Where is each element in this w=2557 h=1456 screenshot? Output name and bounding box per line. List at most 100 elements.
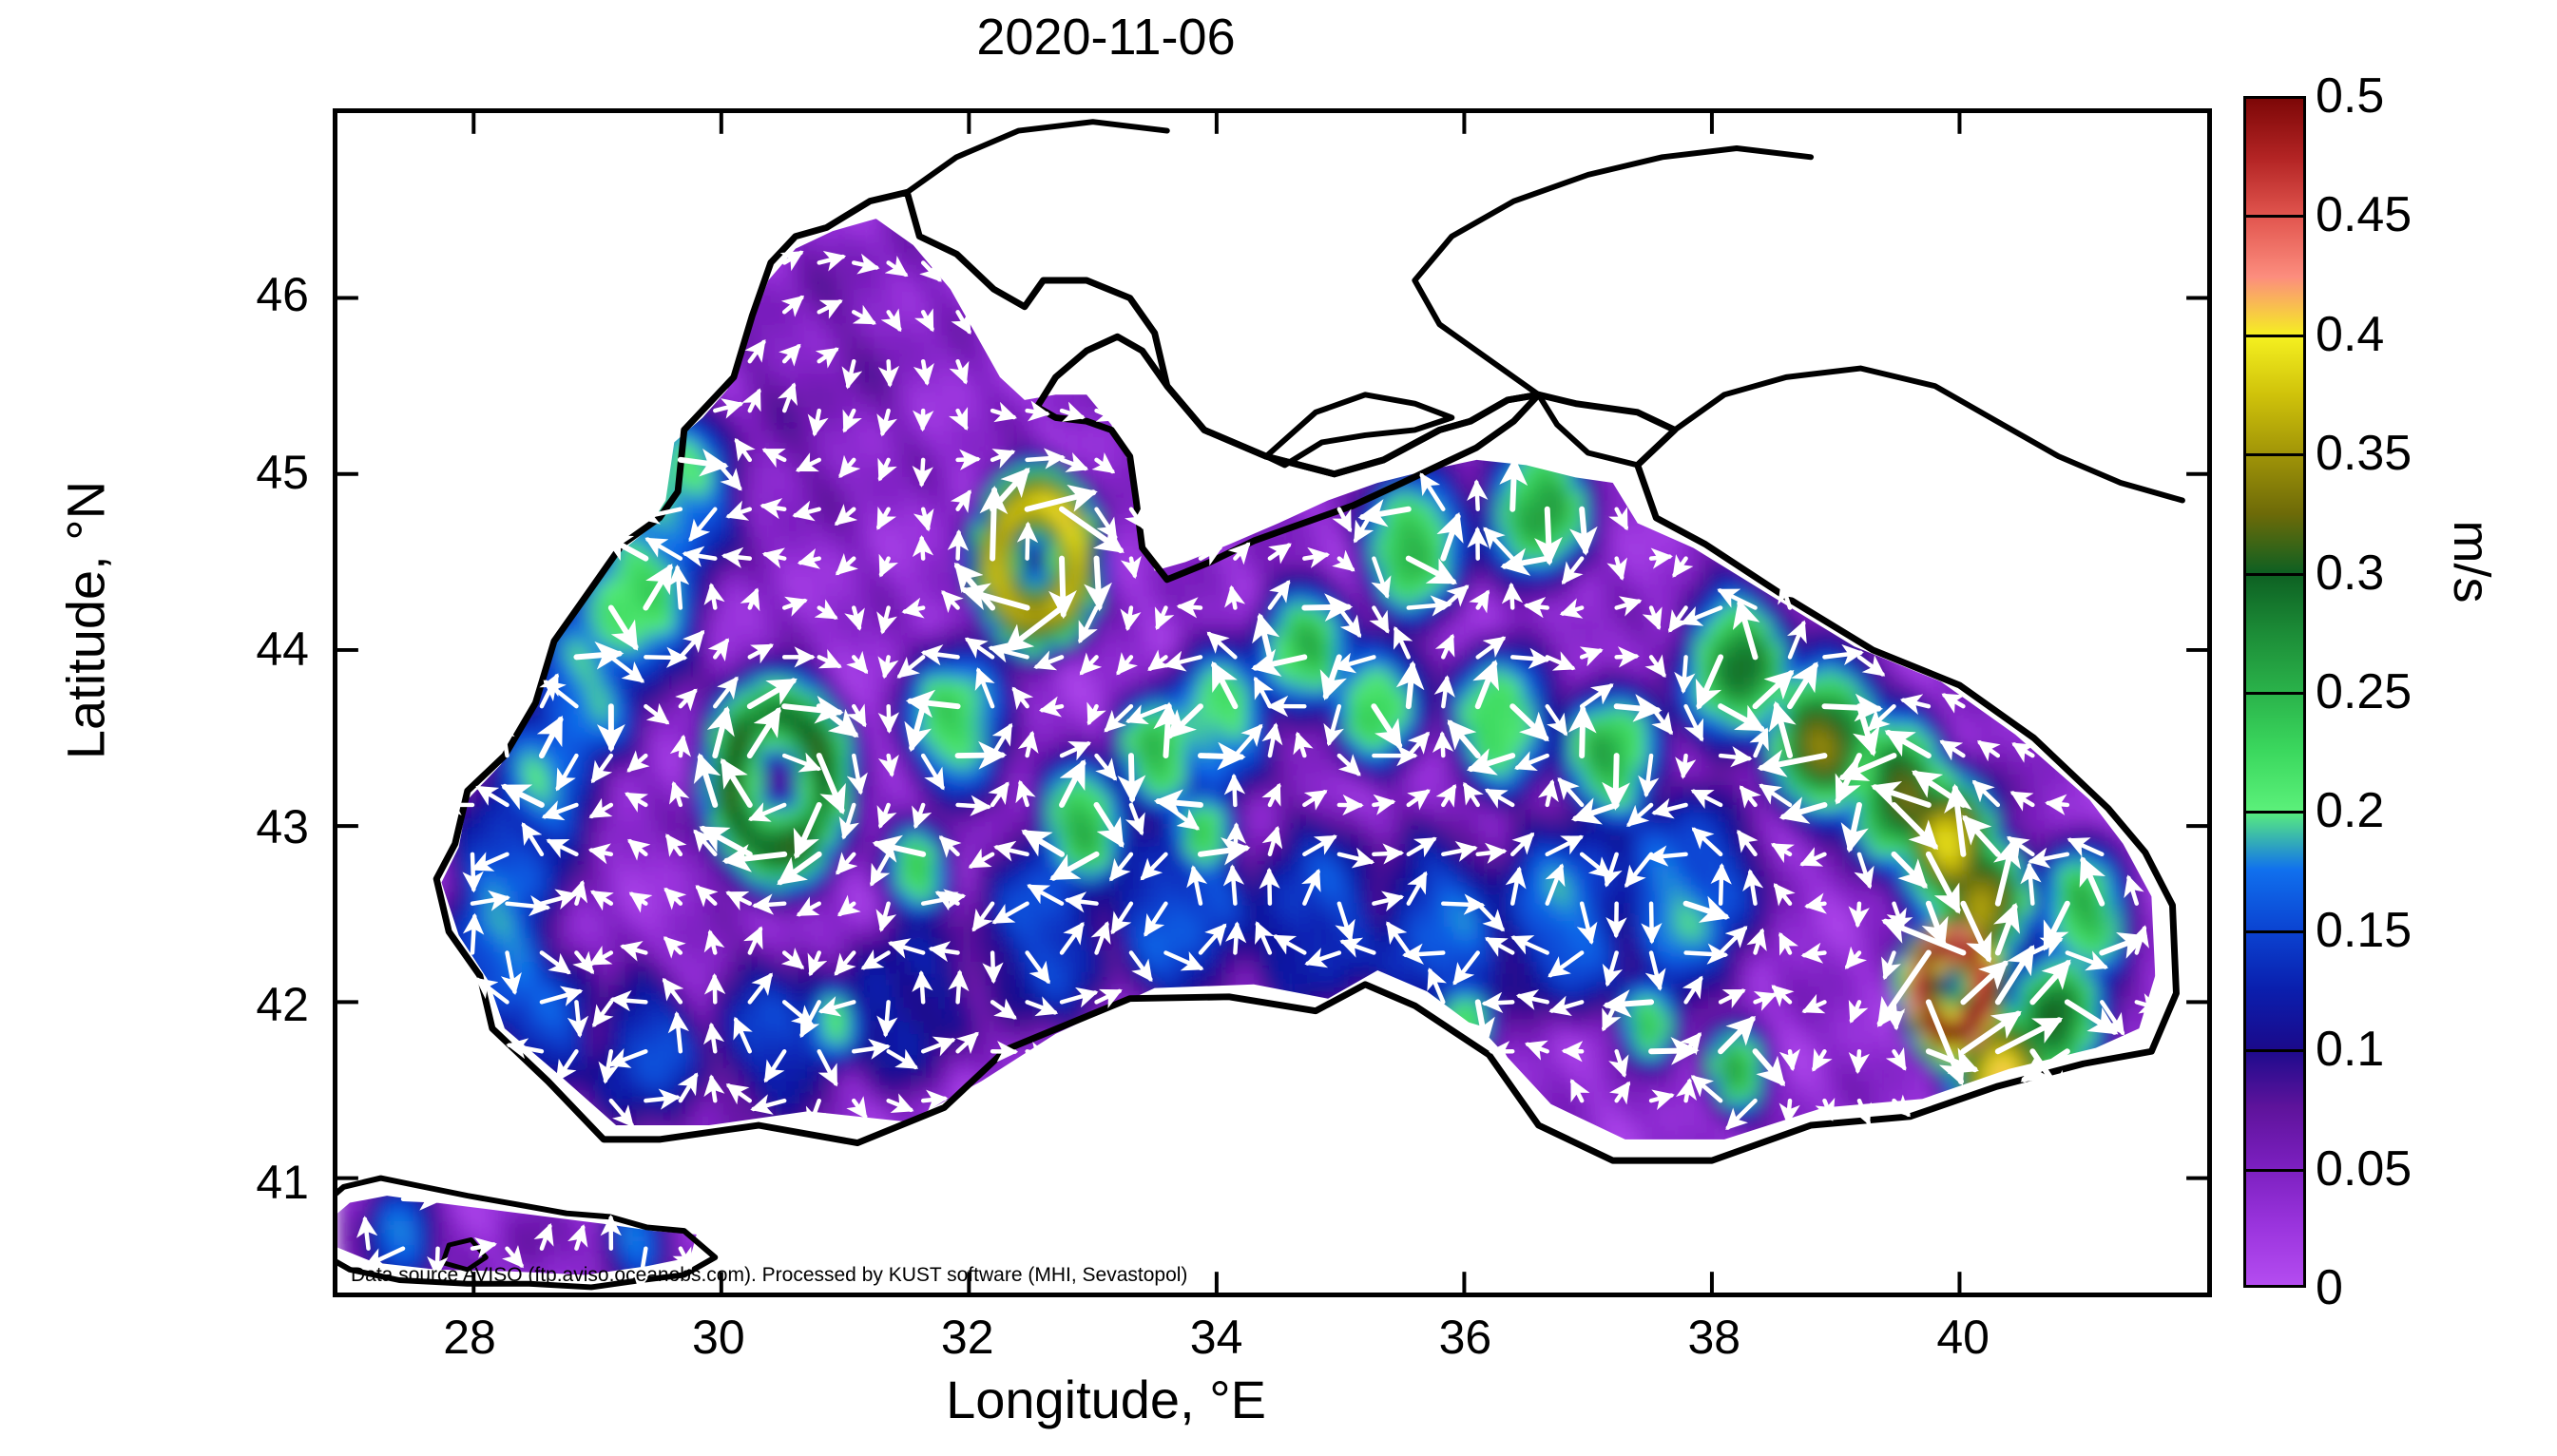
current-vector-arrow bbox=[1718, 988, 1746, 1009]
current-vector-arrow bbox=[960, 583, 1030, 611]
current-vector-arrow bbox=[592, 1000, 614, 1028]
current-vector-arrow bbox=[1854, 852, 1874, 890]
coastline-path bbox=[1671, 365, 2185, 504]
current-vector-arrow bbox=[1372, 891, 1405, 912]
current-vector-arrow bbox=[1059, 758, 1086, 808]
current-vector-arrow bbox=[990, 467, 1030, 512]
current-vector-arrow bbox=[555, 1049, 579, 1082]
current-vector-arrow bbox=[751, 893, 787, 915]
current-vector-arrow bbox=[913, 358, 934, 386]
speed-contour-field bbox=[337, 219, 2156, 1275]
current-vector-arrow bbox=[1024, 484, 1098, 512]
current-vector-arrow bbox=[1939, 739, 1966, 761]
current-vector-arrow bbox=[1224, 921, 1247, 955]
current-vector-arrow bbox=[1626, 802, 1654, 828]
current-vector-arrow bbox=[546, 838, 579, 859]
current-vector-arrow bbox=[703, 583, 725, 610]
data-source-credit: Data source AVISO (ftp.aviso.oceanobs.co… bbox=[351, 1264, 1188, 1286]
current-vector-arrow bbox=[667, 1011, 689, 1054]
current-vector-arrow bbox=[734, 437, 756, 463]
current-vector-arrow bbox=[948, 407, 969, 431]
current-vector-arrow bbox=[759, 498, 787, 520]
current-vector-arrow bbox=[886, 1048, 919, 1070]
current-vector-arrow bbox=[1821, 693, 1884, 722]
current-vector-arrow bbox=[2029, 959, 2071, 1006]
map-axes: Data source AVISO (ftp.aviso.oceanobs.co… bbox=[333, 108, 2212, 1297]
current-vector-arrow bbox=[780, 947, 805, 969]
current-vector-arrow bbox=[721, 844, 788, 872]
current-vector-arrow bbox=[817, 648, 842, 669]
current-vector-arrow bbox=[1752, 669, 1795, 710]
current-vector-arrow bbox=[1059, 987, 1099, 1008]
coastline-path bbox=[904, 119, 1170, 196]
current-vector-arrow bbox=[1025, 996, 1059, 1017]
current-vector-arrow bbox=[938, 835, 962, 858]
current-vector-arrow bbox=[1608, 1081, 1631, 1105]
current-vector-arrow bbox=[2028, 847, 2070, 869]
current-vector-arrow bbox=[1509, 647, 1550, 669]
current-vector-arrow bbox=[672, 1246, 693, 1271]
current-vector-arrow bbox=[1515, 989, 1549, 1010]
current-vector-arrow bbox=[1259, 867, 1280, 906]
tick-marks bbox=[337, 113, 2207, 1293]
current-vector-arrow bbox=[876, 802, 897, 829]
current-vector-arrow bbox=[955, 1031, 979, 1055]
current-vector-arrow bbox=[1163, 650, 1203, 672]
current-vector-arrow bbox=[567, 879, 588, 906]
current-vector-arrow bbox=[572, 950, 595, 974]
current-vector-arrow bbox=[1717, 588, 1758, 610]
current-vector-arrow bbox=[1120, 555, 1142, 580]
current-vector-arrow bbox=[1084, 555, 1112, 612]
current-vector-arrow bbox=[815, 347, 839, 369]
current-vector-arrow bbox=[886, 1093, 914, 1113]
x-tick-label: 30 bbox=[692, 1311, 745, 1364]
current-vector-arrow bbox=[777, 382, 798, 413]
current-vector-arrow bbox=[1467, 999, 1495, 1047]
current-vector-arrow bbox=[1501, 582, 1524, 610]
current-vector-arrow bbox=[1427, 967, 1447, 1005]
current-vector-arrow bbox=[1302, 834, 1337, 857]
current-vector-arrow bbox=[1176, 597, 1203, 619]
current-vector-arrow bbox=[1015, 779, 1036, 808]
current-vector-arrow bbox=[669, 780, 690, 808]
current-vector-arrow bbox=[781, 752, 822, 773]
current-vector-arrow bbox=[1467, 479, 1489, 511]
current-vector-arrow bbox=[470, 890, 511, 911]
current-vector-arrow bbox=[1505, 866, 1527, 906]
current-vector-arrow bbox=[1261, 722, 1283, 758]
current-vector-arrow bbox=[1648, 547, 1674, 569]
current-vector-arrow bbox=[1255, 921, 1275, 955]
current-vector-arrow bbox=[761, 547, 787, 569]
current-vector-arrow bbox=[1357, 499, 1412, 527]
current-vector-arrow bbox=[703, 1074, 725, 1103]
current-vector-arrow bbox=[1888, 1094, 1911, 1118]
current-vector-arrow bbox=[1886, 901, 1907, 931]
current-vector-arrow bbox=[500, 783, 545, 811]
current-vector-arrow bbox=[1406, 836, 1437, 858]
current-vector-arrow bbox=[1163, 950, 1204, 971]
current-vector-arrow bbox=[713, 676, 739, 709]
current-vector-arrow bbox=[1602, 950, 1624, 987]
current-vector-arrow bbox=[1822, 643, 1864, 666]
colorbar-tick-mark bbox=[2243, 811, 2306, 814]
current-vector-arrow bbox=[587, 843, 614, 865]
current-vector-arrow bbox=[968, 848, 995, 869]
current-vector-arrow bbox=[703, 973, 726, 1005]
current-vector-arrow bbox=[567, 1224, 588, 1251]
current-vector-arrow bbox=[1025, 400, 1050, 422]
current-vector-arrow bbox=[1509, 832, 1535, 857]
current-vector-arrow bbox=[971, 901, 995, 932]
current-vector-arrow bbox=[590, 753, 614, 784]
x-tick-label: 32 bbox=[940, 1311, 994, 1364]
colorbar-tick-mark bbox=[2243, 1168, 2306, 1172]
current-vector-arrow bbox=[912, 969, 933, 1005]
colorbar-tick-label: 0.2 bbox=[2316, 783, 2385, 839]
current-vector-arrow bbox=[1117, 753, 1146, 804]
current-vector-arrow bbox=[990, 722, 1013, 758]
current-vector-arrow bbox=[1881, 950, 1902, 981]
current-vector-arrow bbox=[1648, 1089, 1675, 1111]
current-vector-arrow bbox=[675, 688, 698, 712]
current-vector-arrow bbox=[1267, 543, 1292, 565]
current-vector-arrow bbox=[1033, 650, 1065, 671]
current-vector-arrow bbox=[816, 753, 846, 815]
